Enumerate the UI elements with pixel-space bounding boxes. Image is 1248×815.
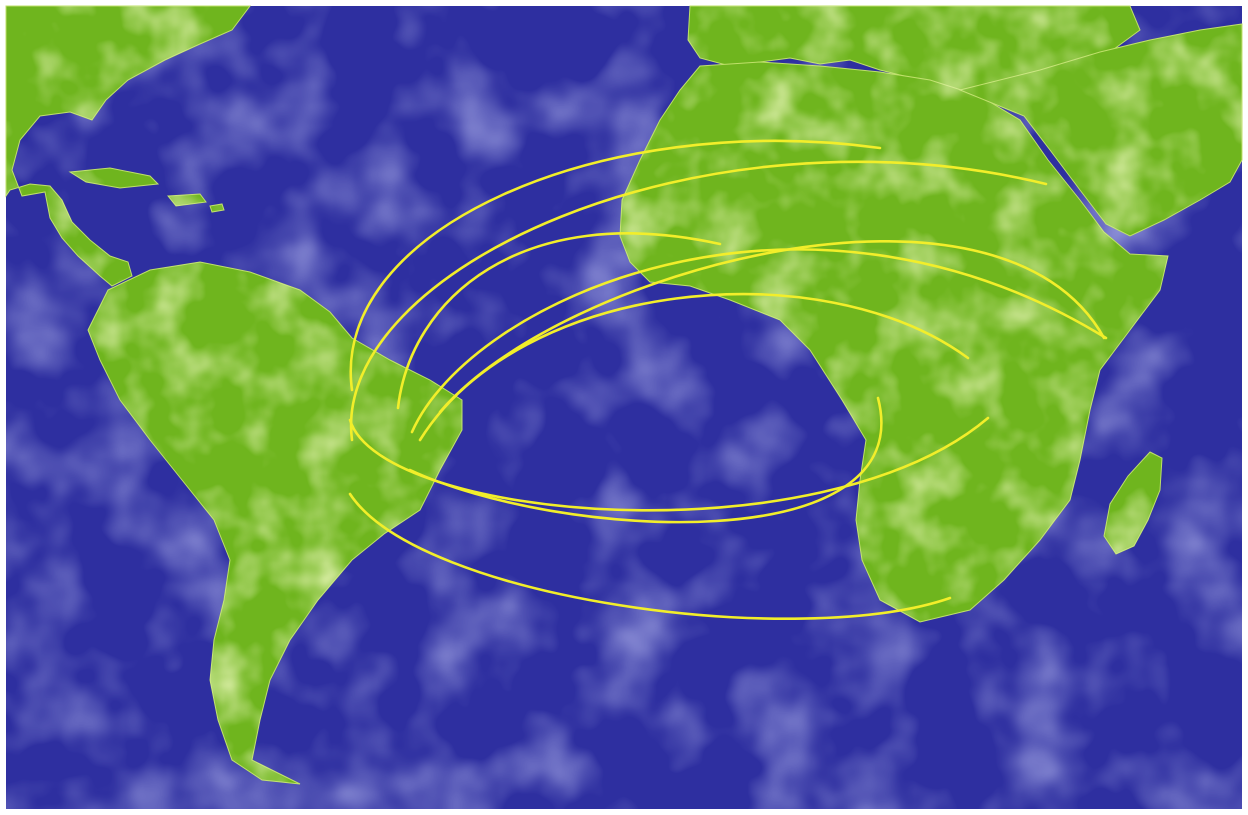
route-brazil-to-horn-of-africa <box>438 240 1106 414</box>
route-brazil-to-south-africa <box>348 492 952 621</box>
land-texture-patch <box>6 6 250 286</box>
land-texture <box>6 6 1242 784</box>
route-brazil-to-northeast-africa <box>349 160 1048 442</box>
migration-routes <box>348 139 1108 621</box>
land-texture-patch <box>88 262 462 784</box>
route-brazil-to-west-africa <box>396 232 722 410</box>
land-texture-patch <box>688 6 1140 90</box>
route-brazil-to-east-africa <box>410 248 1108 434</box>
land-texture-patch <box>1104 452 1162 554</box>
route-brazil-to-angola <box>408 396 883 524</box>
land-texture-patch <box>960 24 1242 236</box>
land-texture-patch <box>70 168 224 212</box>
route-brazil-to-great-lakes <box>348 416 990 512</box>
route-brazil-to-north-africa <box>349 139 882 392</box>
land-texture-patch <box>620 62 1168 622</box>
